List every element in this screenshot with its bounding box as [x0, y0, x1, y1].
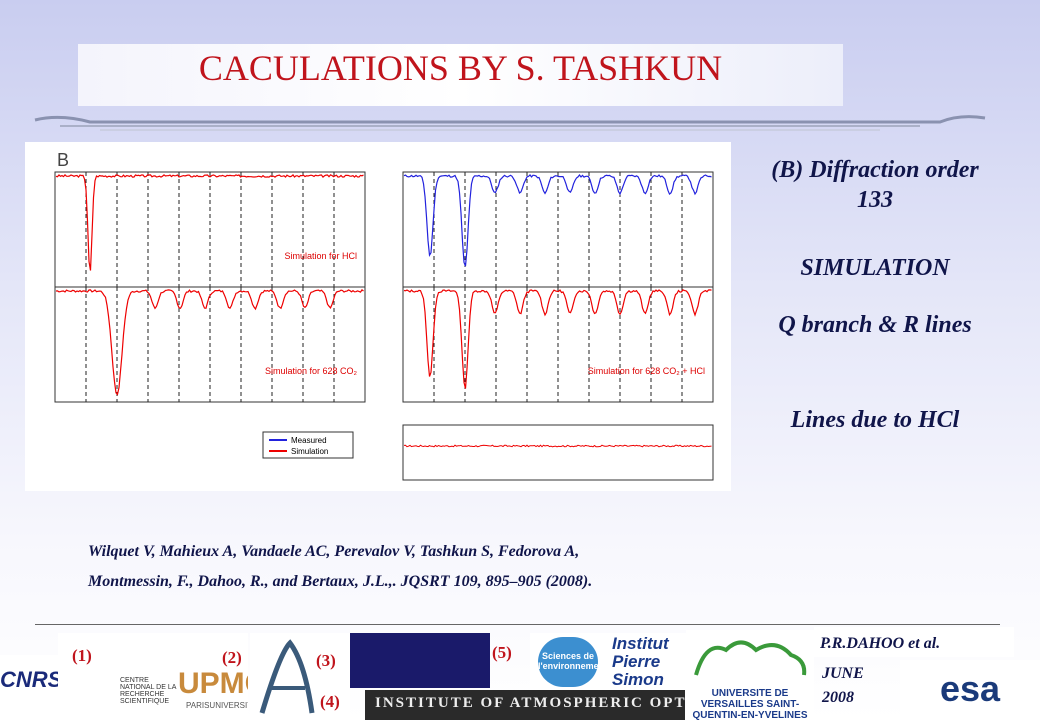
esa-logo: esa — [900, 660, 1040, 720]
ipsl-logo: Institut Pierre Simon — [608, 633, 686, 690]
title-decoration — [34, 115, 986, 131]
spectrum — [403, 289, 712, 389]
iao-logo: INSTITUTE OF ATMOSPHERIC OPTICS — [365, 690, 685, 720]
cnrs-logo: CNRS — [0, 655, 58, 720]
legend-box — [262, 431, 354, 459]
spectrum — [403, 173, 712, 267]
title-box — [78, 44, 843, 106]
residual-frame — [402, 424, 714, 481]
citation: Montmessin, F., Dahoo, R., and Bertaux, … — [88, 573, 593, 590]
uvsq-logo: UNIVERSITE DE VERSAILLES SAINT-QUENTIN-E… — [686, 630, 814, 720]
spectra-figure: B Simulation for HCl Simulation for 628 C… — [25, 142, 731, 491]
spectrum — [55, 174, 364, 271]
author-box: P.R.DAHOO et al. — [814, 627, 1014, 657]
latmos-logo — [250, 633, 350, 720]
panel-label: B — [57, 150, 69, 170]
legend-label: Measured — [291, 436, 327, 445]
legend-label: Simulation — [291, 447, 328, 456]
marker: (1) — [72, 646, 92, 665]
residual — [403, 444, 712, 448]
marker: (2) — [222, 648, 242, 667]
footer-rule — [35, 624, 1000, 625]
spectrum — [55, 289, 364, 396]
environment-logo: Sciences de l'environnement — [530, 633, 608, 690]
note: (B) Diffraction order 133 — [771, 157, 979, 213]
iki-logo — [350, 633, 490, 688]
note: Lines due to HCl — [790, 407, 960, 433]
plot-label: Simulation for 628 CO₂ — [265, 366, 358, 376]
marker: (5) — [492, 643, 512, 662]
marker: (4) — [320, 692, 340, 711]
author: P.R.DAHOO et al. — [820, 635, 941, 652]
note: SIMULATION — [800, 255, 950, 281]
citation: Wilquet V, Mahieux A, Vandaele AC, Perev… — [88, 543, 580, 560]
note: Q branch & R lines — [778, 312, 972, 338]
date: JUNE 2008 — [822, 665, 864, 706]
plot-label: Simulation for HCl — [284, 251, 357, 261]
marker: (3) — [316, 651, 336, 670]
title: CACULATIONS BY S. TASHKUN — [198, 48, 723, 88]
upmc-logo: CENTRE NATIONAL DE LA RECHERCHE SCIENTIF… — [58, 633, 248, 720]
plot-label: Simulation for 628 CO₂ + HCl — [588, 366, 705, 376]
